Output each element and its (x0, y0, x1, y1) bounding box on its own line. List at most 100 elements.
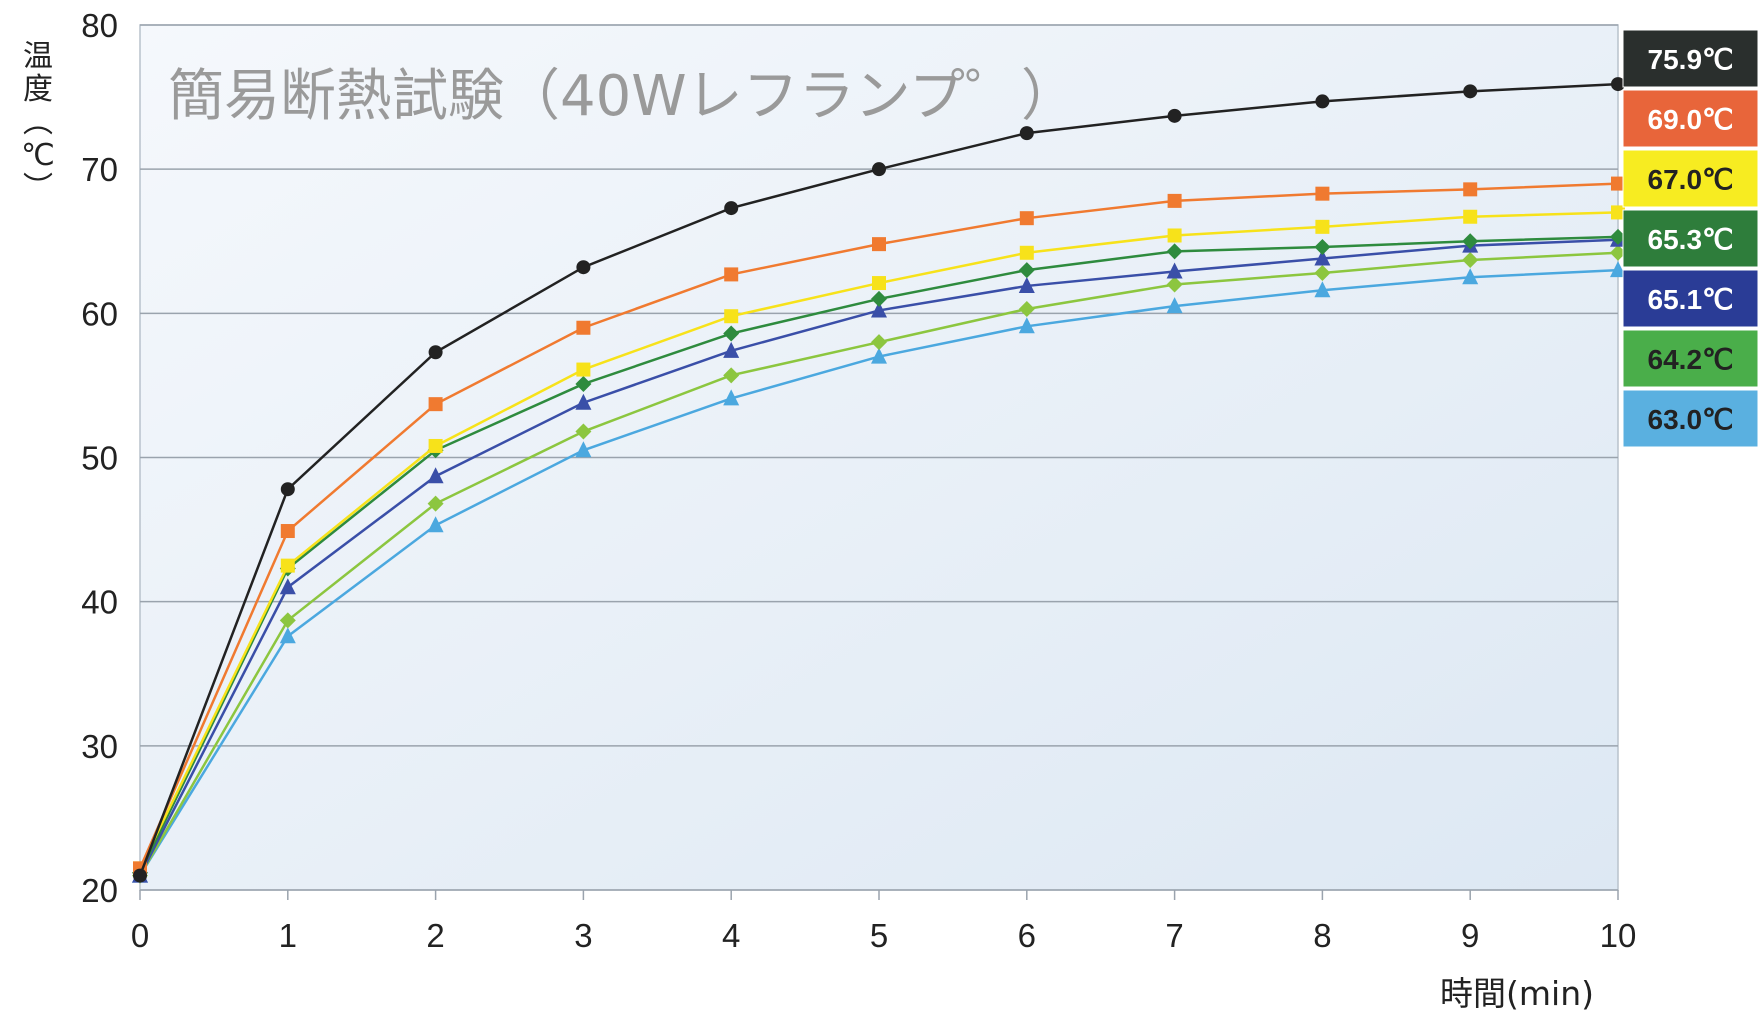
data-point (723, 325, 740, 342)
data-point (575, 393, 592, 410)
data-point (1463, 209, 1478, 224)
data-point (1611, 205, 1625, 220)
y-axis-label-char: ℃ (21, 138, 55, 173)
data-point (576, 260, 591, 275)
data-point (1019, 126, 1034, 141)
data-point (427, 467, 444, 484)
chart-title: 簡易断熱試験（40Wレフランプ゜） (168, 64, 1077, 129)
data-point (871, 301, 887, 318)
data-point (1463, 182, 1478, 197)
data-point (1314, 281, 1331, 298)
data-point (1314, 239, 1331, 256)
data-point (1610, 244, 1626, 261)
legend-label: 65.1℃ (1648, 284, 1734, 315)
data-point (1463, 84, 1478, 99)
data-point (1314, 264, 1331, 281)
data-point (1315, 94, 1330, 109)
data-point (872, 162, 886, 177)
data-point (1315, 186, 1330, 201)
data-point (871, 290, 887, 307)
data-point (1166, 262, 1183, 279)
x-tick-label: 8 (1313, 917, 1331, 954)
legend-box (1622, 269, 1758, 328)
data-point (428, 345, 443, 360)
y-tick-label: 50 (81, 440, 118, 477)
data-point (871, 334, 887, 351)
x-tick-label: 3 (574, 917, 592, 954)
data-point (576, 362, 591, 377)
x-tick-label: 2 (426, 917, 444, 954)
y-tick-label: 80 (81, 7, 118, 44)
data-point (1462, 233, 1479, 250)
data-point (427, 495, 444, 512)
x-tick-label: 6 (1018, 917, 1036, 954)
data-point (1314, 249, 1331, 266)
legend-label: 69.0℃ (1648, 104, 1734, 135)
legend-label: 67.0℃ (1648, 164, 1734, 195)
legend-box (1622, 29, 1758, 88)
data-point (1611, 77, 1625, 92)
data-point (723, 341, 740, 358)
data-point (1019, 245, 1034, 260)
data-point (279, 627, 296, 644)
data-point (1611, 176, 1625, 191)
legend-box (1622, 89, 1758, 148)
data-point (1166, 297, 1183, 314)
data-point (723, 367, 740, 384)
legend-label: 63.0℃ (1648, 404, 1734, 435)
y-tick-label: 60 (81, 295, 118, 332)
data-point (1019, 211, 1034, 226)
x-tick-label: 7 (1165, 917, 1183, 954)
data-point (133, 868, 147, 883)
data-point (1167, 193, 1182, 208)
data-point (724, 201, 739, 216)
y-axis-label: 温 度 ︵ ℃ ︶ (18, 40, 58, 205)
data-point (280, 524, 295, 539)
data-point (724, 267, 739, 282)
legend-label: 64.2℃ (1648, 344, 1734, 375)
data-point (1018, 301, 1035, 318)
data-point (1018, 276, 1035, 293)
legend-box (1622, 209, 1758, 268)
x-tick-label: 0 (131, 917, 149, 954)
y-tick-label: 20 (81, 872, 118, 909)
data-point (724, 309, 739, 324)
y-axis-label-char: ︶ (23, 171, 53, 206)
y-axis-label-char: 温 (23, 39, 53, 74)
x-tick-label: 9 (1461, 917, 1479, 954)
y-tick-label: 30 (81, 728, 118, 765)
data-point (1018, 262, 1035, 279)
data-point (1166, 276, 1183, 293)
data-point (1610, 228, 1626, 245)
x-tick-label: 10 (1600, 917, 1637, 954)
data-point (1167, 228, 1182, 243)
legend-label: 75.9℃ (1648, 44, 1734, 75)
x-tick-label: 4 (722, 917, 740, 954)
data-point (427, 516, 444, 533)
data-point (428, 438, 443, 453)
x-axis-label: 時間(min) (1440, 974, 1594, 1013)
data-point (1610, 261, 1626, 278)
legend-box (1622, 389, 1758, 448)
data-point (428, 397, 443, 412)
data-point (1018, 317, 1035, 334)
legend-label: 65.3℃ (1648, 224, 1734, 255)
x-tick-label: 5 (870, 917, 888, 954)
legend-box (1622, 329, 1758, 388)
y-tick-label: 70 (81, 151, 118, 188)
data-point (280, 558, 295, 573)
data-point (723, 389, 740, 406)
y-axis-label-char: 度 (23, 72, 53, 107)
data-point (575, 441, 592, 458)
data-point (280, 482, 295, 497)
data-point (872, 276, 886, 291)
x-tick-label: 1 (279, 917, 297, 954)
data-point (279, 612, 296, 629)
data-point (1315, 219, 1330, 234)
data-point (575, 375, 592, 392)
data-point (1462, 251, 1479, 268)
y-axis-label-char: ︵ (23, 105, 53, 140)
data-point (576, 320, 591, 335)
data-point (1167, 108, 1182, 123)
y-tick-label: 40 (81, 584, 118, 621)
